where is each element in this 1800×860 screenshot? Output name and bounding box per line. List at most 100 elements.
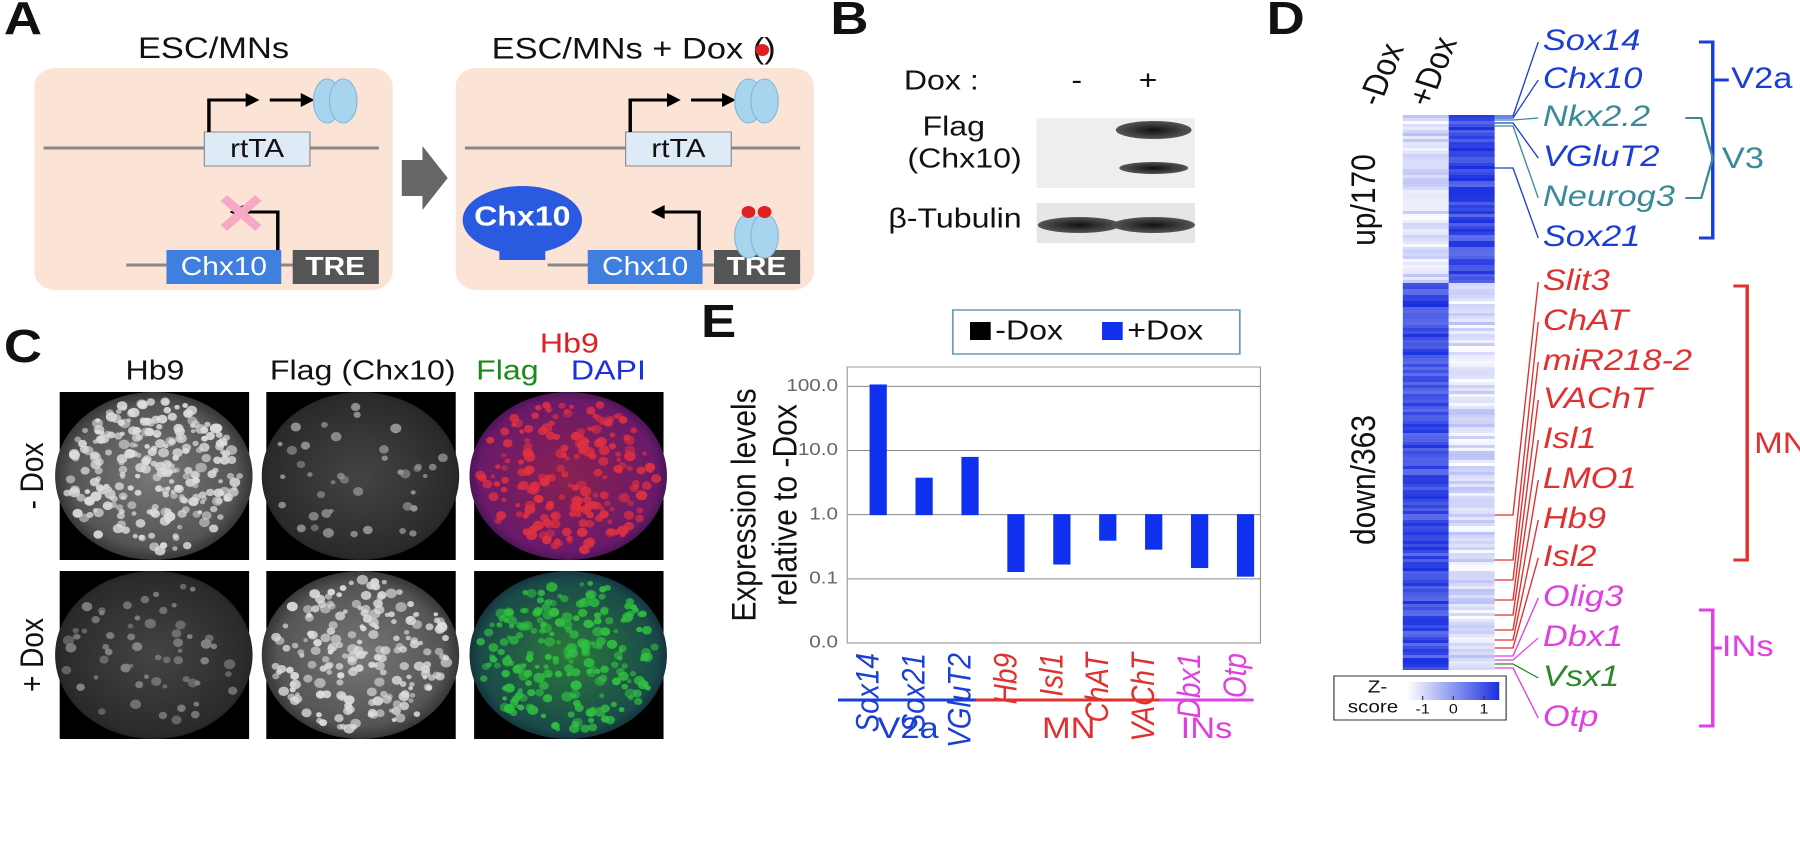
- cell: [84, 489, 91, 495]
- heatmap-row: [1448, 382, 1495, 385]
- heatmap-row: [1402, 259, 1449, 262]
- heatmap-row: [1448, 517, 1495, 520]
- cell: [439, 653, 447, 660]
- cell: [76, 683, 85, 691]
- cell: [148, 532, 156, 539]
- heatmap-row: [1402, 307, 1449, 310]
- cell: [76, 493, 86, 502]
- gene-label: Dbx1: [1543, 619, 1623, 652]
- heatmap-row: [1448, 520, 1495, 523]
- heatmap-row: [1448, 184, 1495, 187]
- heatmap-row: [1402, 310, 1449, 313]
- heatmap-row: [1448, 574, 1495, 577]
- cell: [372, 696, 384, 706]
- cell: [574, 704, 584, 712]
- cell: [517, 704, 525, 711]
- cell: [93, 508, 104, 518]
- cell: [642, 626, 652, 635]
- heatmap-row: [1448, 145, 1495, 148]
- heatmap-row: [1402, 553, 1449, 556]
- cell: [319, 719, 328, 727]
- heatmap-row: [1402, 325, 1449, 328]
- cell: [115, 504, 124, 511]
- cell: [393, 635, 400, 642]
- heatmap-row: [1448, 187, 1495, 190]
- heatmap-row: [1402, 466, 1449, 469]
- cell: [74, 436, 82, 443]
- cell: [127, 485, 134, 491]
- cell: [537, 589, 546, 597]
- cell: [538, 473, 547, 481]
- cell: [422, 675, 428, 680]
- cell: [282, 644, 291, 652]
- cell: [397, 469, 404, 475]
- cell: [138, 534, 145, 540]
- heatmap-row: [1448, 136, 1495, 139]
- heatmap-row: [1448, 238, 1495, 241]
- tre-box: [292, 250, 379, 284]
- heatmap-row: [1448, 565, 1495, 568]
- cell: [604, 500, 611, 507]
- heatmap-row: [1402, 439, 1449, 442]
- cell: [616, 457, 622, 462]
- heatmap-row: [1448, 625, 1495, 628]
- gene-box: [166, 250, 282, 284]
- heatmap-row: [1402, 532, 1449, 535]
- cell: [187, 416, 198, 426]
- cell: [172, 533, 179, 539]
- cell: [541, 535, 552, 545]
- cell: [567, 648, 578, 658]
- cell: [174, 467, 180, 473]
- cell: [556, 464, 565, 473]
- cell: [181, 443, 192, 452]
- cell: [560, 452, 567, 459]
- cell: [158, 447, 170, 458]
- lane-label: -: [1071, 65, 1082, 96]
- heatmap-row: [1448, 250, 1495, 253]
- cell: [579, 544, 590, 555]
- gene-label: Chx10: [1543, 61, 1643, 94]
- heatmap-row: [1448, 181, 1495, 184]
- bar: [869, 384, 887, 516]
- cell: [630, 427, 638, 434]
- cell: [337, 672, 345, 679]
- cell: [93, 530, 104, 539]
- heatmap-row: [1448, 175, 1495, 178]
- cell: [286, 666, 294, 674]
- cell: [399, 528, 406, 534]
- cell: [334, 714, 344, 723]
- cell: [407, 601, 415, 608]
- bar: [1236, 514, 1255, 577]
- cell: [391, 619, 397, 625]
- cell: [524, 623, 530, 628]
- cell: [136, 399, 147, 409]
- blot-label: Flag: [922, 111, 984, 142]
- gene-label: Nkx2.2: [1543, 99, 1650, 132]
- cell: [536, 597, 544, 604]
- heatmap-row: [1448, 538, 1495, 541]
- heatmap-row: [1402, 442, 1449, 445]
- cell: [347, 631, 357, 639]
- dox-label: Dox :: [904, 65, 979, 96]
- heatmap-row: [1448, 559, 1495, 562]
- cell: [381, 579, 387, 585]
- heatmap-row: [1402, 526, 1449, 529]
- cell: [573, 453, 580, 460]
- cell: [91, 616, 100, 624]
- heatmap-row: [1402, 334, 1449, 337]
- heatmap-row: [1402, 118, 1449, 121]
- cell: [278, 501, 287, 509]
- cell: [552, 723, 559, 729]
- cell: [437, 453, 448, 463]
- cell: [356, 574, 369, 585]
- heatmap-row: [1402, 490, 1449, 493]
- cell: [563, 408, 570, 414]
- micrograph-tissue: [261, 392, 460, 560]
- heatmap-row: [1448, 523, 1495, 526]
- cell: [351, 599, 362, 609]
- cell: [561, 620, 573, 630]
- heatmap-row: [1448, 163, 1495, 166]
- cell: [564, 664, 574, 673]
- cell: [187, 678, 198, 688]
- cell: [347, 656, 357, 666]
